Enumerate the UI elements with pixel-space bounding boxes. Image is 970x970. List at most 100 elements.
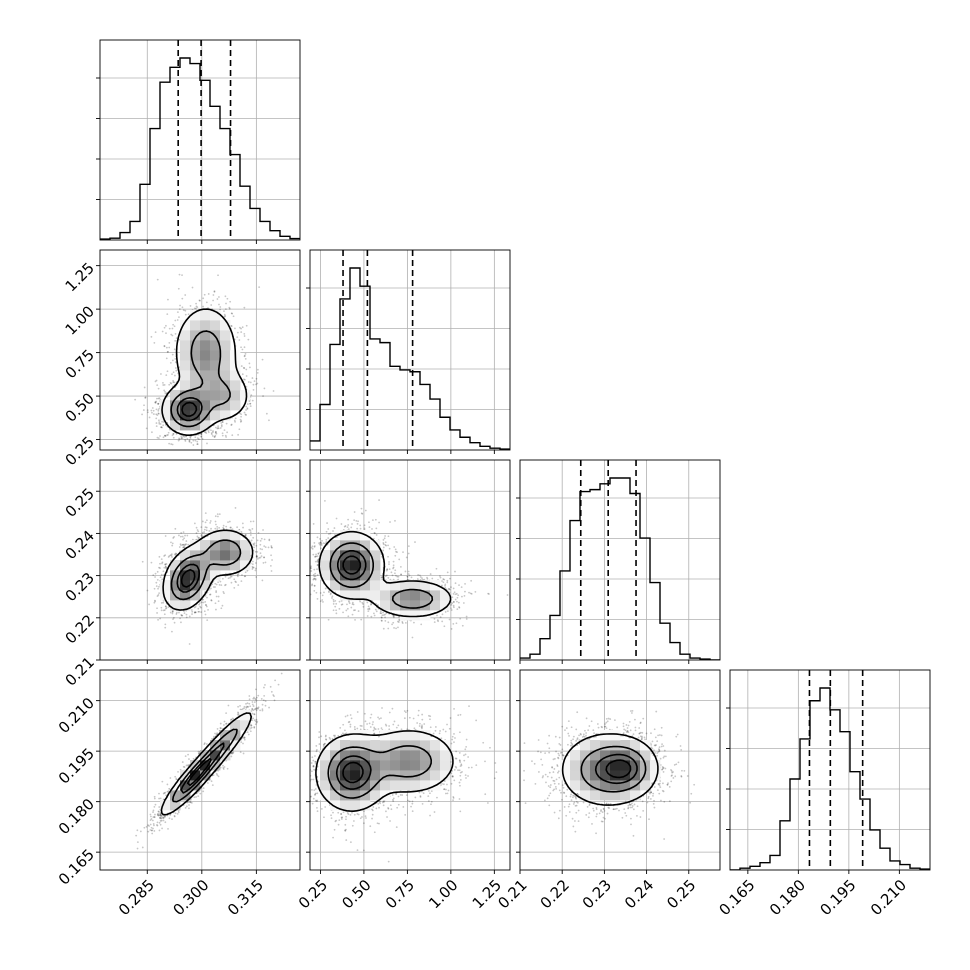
scatter-point xyxy=(452,622,455,625)
scatter-point xyxy=(217,775,220,778)
scatter-point xyxy=(347,528,350,531)
scatter-point xyxy=(452,797,455,799)
scatter-point xyxy=(222,591,225,593)
scatter-point xyxy=(329,532,332,535)
scatter-point xyxy=(251,377,254,379)
density-cell xyxy=(440,600,451,611)
scatter-point xyxy=(252,536,255,539)
scatter-point xyxy=(173,536,175,538)
scatter-point xyxy=(251,719,254,722)
scatter-point xyxy=(584,736,586,738)
scatter-point xyxy=(427,800,430,802)
scatter-point xyxy=(397,575,400,578)
scatter-point xyxy=(406,728,409,731)
density-cell xyxy=(330,780,341,791)
scatter-point xyxy=(616,726,619,729)
scatter-point xyxy=(458,769,461,772)
scatter-point xyxy=(165,567,167,570)
scatter-point xyxy=(592,729,595,732)
scatter-point xyxy=(670,775,673,777)
scatter-point xyxy=(576,737,579,740)
scatter-point xyxy=(149,829,152,831)
scatter-point xyxy=(147,830,150,833)
density-cell xyxy=(640,780,651,791)
density-cell xyxy=(350,790,361,801)
scatter-point xyxy=(270,546,273,549)
scatter-point xyxy=(649,798,652,800)
scatter-point xyxy=(464,774,467,776)
scatter-point xyxy=(256,368,259,371)
scatter-point xyxy=(180,544,182,547)
scatter-point xyxy=(585,814,588,816)
scatter-point xyxy=(454,757,457,760)
scatter-point xyxy=(439,616,442,619)
scatter-point xyxy=(395,550,397,553)
scatter-point xyxy=(570,799,573,802)
scatter-point xyxy=(231,434,234,437)
scatter-point xyxy=(391,623,393,626)
scatter-point xyxy=(240,331,243,333)
density-cell xyxy=(370,560,381,571)
scatter-point xyxy=(223,766,226,768)
scatter-point xyxy=(337,823,340,826)
scatter-point xyxy=(224,308,227,311)
scatter-point xyxy=(568,734,570,737)
scatter-point xyxy=(393,720,396,723)
scatter-point xyxy=(436,796,438,799)
scatter-point xyxy=(236,713,239,716)
scatter-point xyxy=(181,761,184,763)
scatter-point xyxy=(401,622,404,625)
scatter-point xyxy=(345,828,347,831)
scatter-point xyxy=(454,737,456,739)
scatter-point xyxy=(373,532,376,534)
scatter-point xyxy=(359,524,362,527)
scatter-point xyxy=(634,729,637,732)
scatter-point xyxy=(230,423,233,426)
scatter-point xyxy=(349,714,352,716)
scatter-point xyxy=(163,384,166,386)
scatter-point xyxy=(553,811,556,814)
density-cell xyxy=(330,800,341,811)
scatter-point xyxy=(351,601,354,604)
scatter-point xyxy=(604,817,606,820)
scatter-point xyxy=(560,791,562,794)
scatter-point xyxy=(404,570,407,573)
scatter-point xyxy=(203,610,206,613)
scatter-point xyxy=(388,725,391,727)
scatter-point xyxy=(323,742,326,745)
scatter-point xyxy=(179,543,182,546)
scatter-point xyxy=(311,756,314,759)
scatter-point xyxy=(313,577,315,580)
scatter-point xyxy=(225,722,227,725)
scatter-point xyxy=(156,824,159,827)
scatter-point xyxy=(181,306,184,309)
scatter-point xyxy=(614,808,617,810)
scatter-point xyxy=(575,800,578,803)
scatter-point xyxy=(387,576,390,579)
scatter-point xyxy=(588,803,591,805)
scatter-point xyxy=(214,586,216,588)
scatter-point xyxy=(458,760,461,762)
scatter-point xyxy=(232,751,235,754)
scatter-point xyxy=(565,727,568,729)
density-cell xyxy=(170,420,181,431)
scatter-point xyxy=(627,804,630,807)
scatter-point xyxy=(602,808,605,811)
scatter-point xyxy=(203,742,206,745)
scatter-point xyxy=(290,660,292,662)
density-cell xyxy=(590,750,601,761)
scatter-point xyxy=(347,813,350,816)
scatter-point xyxy=(459,761,462,764)
density-cell xyxy=(340,530,351,541)
scatter-point xyxy=(668,800,671,803)
scatter-point xyxy=(604,723,607,725)
scatter-point xyxy=(576,793,579,795)
scatter-point xyxy=(658,782,661,785)
scatter-point xyxy=(548,794,551,797)
density-cell xyxy=(420,740,431,751)
scatter-point xyxy=(671,774,673,777)
scatter-point xyxy=(225,436,228,438)
scatter-point xyxy=(596,723,599,725)
scatter-point xyxy=(200,606,202,609)
scatter-point xyxy=(429,573,432,575)
